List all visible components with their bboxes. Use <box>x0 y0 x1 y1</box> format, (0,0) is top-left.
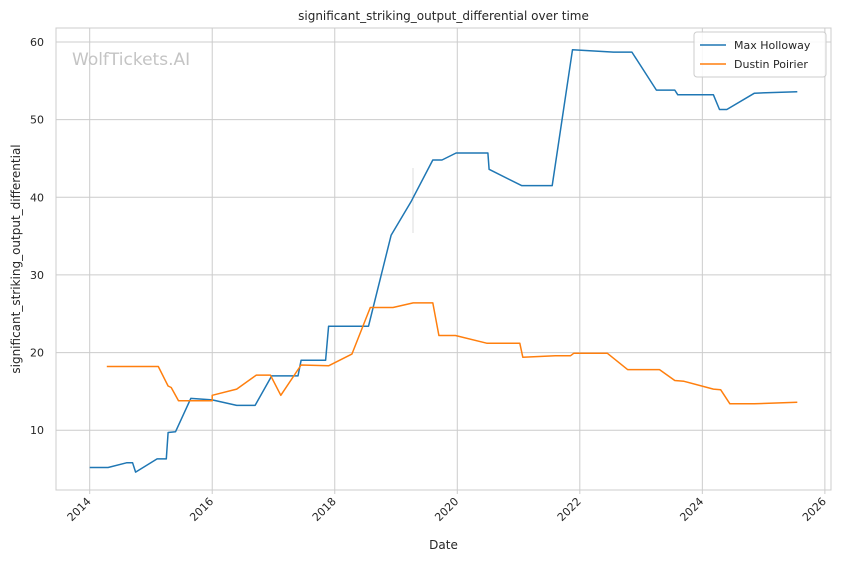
legend-label: Max Holloway <box>734 39 811 52</box>
chart-title: significant_striking_output_differential… <box>298 9 589 23</box>
legend-label: Dustin Poirier <box>734 58 808 71</box>
y-tick-label: 40 <box>30 191 44 204</box>
series-line-dustin-poirier <box>106 302 798 405</box>
x-tick-label: 2018 <box>310 495 339 524</box>
y-tick-label: 50 <box>30 114 44 127</box>
y-tick-label: 30 <box>30 269 44 282</box>
x-tick-label: 2016 <box>187 495 216 524</box>
y-tick-label: 60 <box>30 36 44 49</box>
y-tick-label: 10 <box>30 424 44 437</box>
y-tick-label: 20 <box>30 347 44 360</box>
x-tick-label: 2024 <box>677 495 706 524</box>
series-lines <box>89 48 798 473</box>
x-tick-label: 2026 <box>800 495 829 524</box>
x-tick-label: 2020 <box>432 495 461 524</box>
x-axis-label: Date <box>429 538 458 552</box>
series-line-max-holloway <box>89 48 798 473</box>
legend: Max Holloway Dustin Poirier <box>693 31 827 78</box>
x-tick-label: 2014 <box>65 495 94 524</box>
grid-lines <box>56 28 831 490</box>
legend-box <box>693 31 827 78</box>
watermark: WolfTickets.AI <box>72 50 190 70</box>
y-axis-label: significant_striking_output_differential <box>9 144 23 373</box>
x-tick-label: 2022 <box>555 495 584 524</box>
tick-labels: 2014 2016 2018 2020 2022 2024 2026 10 20 30 40 50 60 <box>30 36 829 524</box>
plot-area <box>55 27 832 491</box>
